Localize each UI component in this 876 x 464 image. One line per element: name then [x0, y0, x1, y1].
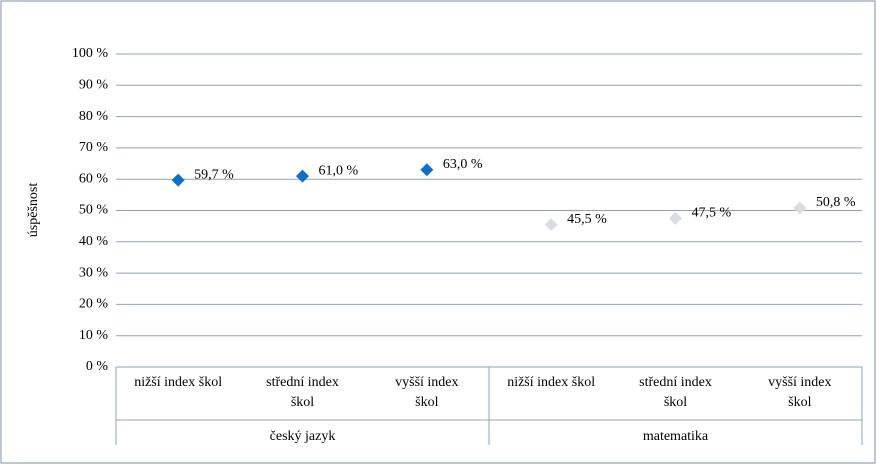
- x-tick-label: vyšší index škol: [395, 375, 459, 410]
- y-tick-label: 90 %: [79, 78, 109, 93]
- marker: [296, 169, 309, 183]
- marker: [420, 163, 434, 177]
- y-tick-label: 100 %: [72, 46, 109, 61]
- y-tick-label: 20 %: [79, 297, 109, 312]
- x-tick-label: střední index škol: [639, 375, 712, 410]
- marker: [793, 201, 807, 215]
- x-tick-label: nižší index škol: [134, 375, 223, 390]
- data-label: 63,0 %: [443, 157, 483, 172]
- y-tick-label: 0 %: [86, 359, 109, 374]
- marker: [669, 211, 682, 225]
- y-tick-label: 80 %: [79, 109, 109, 124]
- y-tick-label: 50 %: [79, 203, 109, 218]
- data-label: 50,8 %: [816, 195, 856, 210]
- y-tick-label: 60 %: [79, 171, 109, 186]
- data-label: 59,7 %: [194, 167, 234, 182]
- data-label: 61,0 %: [319, 163, 359, 178]
- data-label: 45,5 %: [567, 212, 607, 227]
- x-tick-label: střední index škol: [266, 375, 339, 410]
- y-axis-label: úspěšnost: [26, 183, 41, 238]
- y-tick-label: 10 %: [79, 328, 109, 343]
- y-tick-label: 40 %: [79, 234, 109, 249]
- group-label: český jazyk: [270, 429, 336, 444]
- x-tick-label: nižší index škol: [507, 375, 596, 390]
- y-tick-label: 70 %: [79, 140, 109, 155]
- marker: [544, 218, 558, 232]
- data-label: 47,5 %: [692, 206, 732, 221]
- y-tick-label: 30 %: [79, 265, 109, 280]
- marker: [171, 173, 185, 187]
- x-tick-label: vyšší index škol: [768, 375, 832, 410]
- group-label: matematika: [643, 429, 709, 444]
